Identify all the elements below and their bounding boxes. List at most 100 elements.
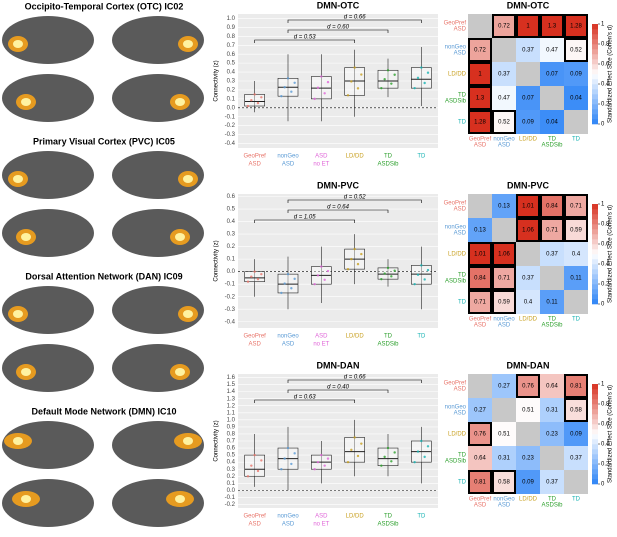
y-tick-label: 0.3 [227, 232, 236, 238]
row-label: LD/DD [448, 432, 467, 438]
colorbar-tick-label: 0.4 [601, 262, 610, 268]
colorbar-segment [592, 114, 598, 120]
cell [540, 38, 564, 62]
cell-label: 1.28 [570, 24, 582, 30]
x-tick-label: ASD [282, 342, 295, 348]
cell-label: 0.23 [522, 456, 534, 462]
cell [468, 218, 492, 242]
col-label: GeoPref [469, 497, 492, 503]
cell-label: 0.07 [522, 96, 534, 102]
colorbar-tick-label: 0.6 [601, 242, 610, 248]
cell [516, 86, 540, 110]
cell [492, 62, 516, 86]
row-label: TD [458, 300, 467, 306]
cell [540, 110, 564, 134]
cell [516, 194, 540, 218]
colorbar-segment [592, 459, 598, 465]
colorbar-segment [592, 414, 598, 420]
col-label: TD [572, 317, 581, 323]
x-tick-label: TD [384, 154, 393, 160]
diagonal-cell [492, 398, 516, 422]
point-decor [390, 460, 393, 463]
colorbar-segment [592, 84, 598, 90]
y-tick-label: 0.6 [227, 194, 236, 200]
point-decor [386, 446, 390, 450]
significance-outline [468, 86, 492, 110]
colorbar-segment [592, 439, 598, 445]
colorbar-segment [592, 89, 598, 95]
y-tick-label: 0.6 [227, 446, 236, 452]
cell [540, 470, 564, 494]
cell [540, 290, 564, 314]
row-label: ASD [454, 231, 467, 237]
x-tick-label: ASDSib [377, 342, 399, 348]
point-decor [346, 94, 350, 97]
activation-core [13, 310, 23, 318]
row-label: ASD [454, 207, 467, 213]
point-decor [426, 445, 430, 448]
x-tick-label: GeoPref [243, 334, 266, 340]
cell [492, 422, 516, 446]
row-label: ASDSib [445, 279, 467, 285]
colorbar-segment [592, 24, 598, 30]
diagonal-cell [564, 470, 588, 494]
cell [564, 422, 588, 446]
y-tick-label: 0.7 [227, 43, 236, 49]
point-decor [323, 464, 326, 467]
cell [564, 446, 588, 470]
cell [540, 14, 564, 38]
point-decor [280, 291, 283, 295]
point-decor [393, 73, 396, 76]
row-label: GeoPref [444, 201, 467, 207]
x-tick-label: ASD [248, 522, 261, 528]
cell-label: 0.4 [572, 252, 581, 258]
bracket-label: d = 0.40 [327, 385, 350, 391]
col-label: TD [572, 497, 581, 503]
significance-outline [516, 194, 540, 218]
col-label: ASD [474, 323, 487, 329]
cell [564, 62, 588, 86]
colorbar-segment [592, 224, 598, 230]
colorbar-segment [592, 54, 598, 60]
significance-outline [540, 218, 564, 242]
significance-outline [492, 14, 516, 38]
cell [564, 14, 588, 38]
colorbar-segment [592, 209, 598, 215]
cell-label: 0.71 [474, 300, 486, 306]
row-label: LD/DD [448, 252, 467, 258]
y-tick-label: 1.0 [227, 16, 236, 22]
point-decor [256, 277, 260, 281]
point-decor [380, 86, 383, 90]
colorbar-segment [592, 109, 598, 115]
colorbar-tick-label: 1 [601, 202, 605, 208]
y-tick-label: -0.2 [225, 294, 236, 300]
colorbar-segment [592, 294, 598, 300]
x-tick-label: nonGeo [277, 154, 299, 160]
cell-label: 0.09 [570, 432, 582, 438]
point-decor [250, 99, 253, 102]
box [244, 454, 265, 477]
row-label: LD/DD [448, 72, 467, 78]
cell [540, 422, 564, 446]
y-tick-label: 0.0 [227, 105, 236, 111]
y-tick-label: 1.3 [227, 396, 236, 402]
cell-label: 0.37 [546, 252, 558, 258]
y-tick-label: 0.9 [227, 25, 236, 31]
brain [112, 421, 204, 469]
bracket [287, 19, 422, 23]
x-tick-label: ASDSib [377, 522, 399, 528]
cell [492, 242, 516, 266]
col-label: LD/DD [519, 497, 538, 503]
cell-label: 1.01 [522, 204, 534, 210]
colorbar-segment [592, 274, 598, 280]
cell-label: 1 [478, 72, 482, 78]
cell-label: 0.52 [570, 48, 582, 54]
point-decor [413, 282, 416, 286]
significance-outline [516, 218, 540, 242]
point-decor [360, 442, 363, 445]
box [344, 437, 365, 463]
row-label: TD [458, 453, 467, 459]
chart-title: DMN-PVC [507, 180, 549, 190]
col-label: ASD [498, 503, 511, 509]
